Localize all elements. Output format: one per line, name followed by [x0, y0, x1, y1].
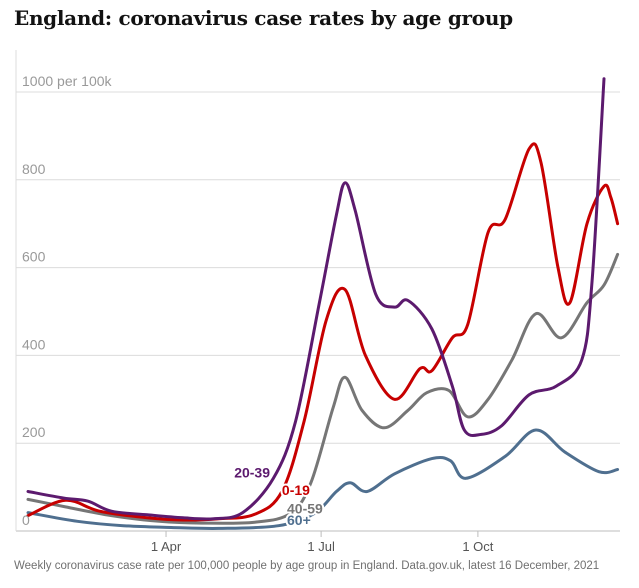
series-line-60plus: [26, 428, 620, 530]
x-tick-label: 1 Apr: [151, 539, 182, 554]
x-tick-label: 1 Oct: [462, 539, 493, 554]
series-label-halo: 0-19: [282, 482, 310, 498]
series-label-20-39: 20-39: [234, 464, 270, 480]
series-label-halo: 40-59: [287, 500, 323, 516]
chart-caption: Weekly coronavirus case rate per 100,000…: [14, 560, 600, 572]
axes: 0 200 400 600 800 1000 per 100k 1 Apr 1 Jul 1 Oc…: [22, 73, 494, 554]
series-line-40-59: [26, 252, 620, 525]
series-label-0-19: 0-19: [282, 482, 310, 498]
series-line-20-39: [26, 77, 606, 521]
y-tick-label: 1000 per 100k: [22, 73, 113, 89]
y-tick-label: 400: [22, 336, 46, 352]
y-tick-label: 800: [22, 161, 46, 177]
series-label-halo: 60+: [287, 512, 311, 528]
y-tick-label: 600: [22, 249, 46, 265]
x-tick-label: 1 Jul: [307, 539, 335, 554]
series-label-halo: 20-39: [234, 464, 270, 480]
series-label-60plus: 60+: [287, 512, 311, 528]
chart-title: England: coronavirus case rates by age g…: [14, 6, 513, 30]
series-lines: [26, 77, 620, 530]
series-label-40-59: 40-59: [287, 500, 323, 516]
series-line-0-19: [26, 142, 620, 522]
y-tick-label: 0: [22, 512, 30, 528]
y-tick-label: 200: [22, 424, 46, 440]
